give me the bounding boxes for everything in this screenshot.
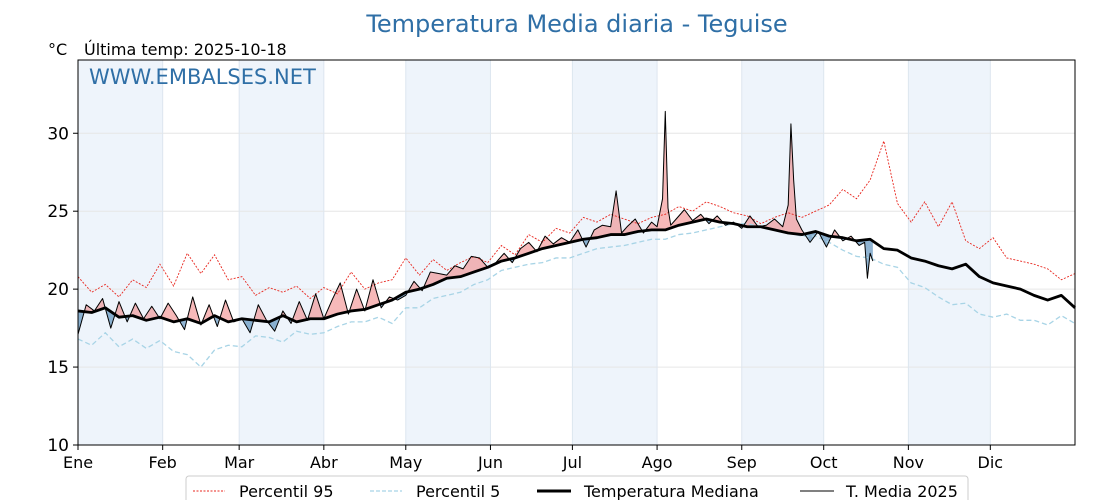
y-tick-label: 10 xyxy=(47,436,69,456)
last-temp-subtitle: Última temp: 2025-10-18 xyxy=(84,40,287,59)
anomaly-fill-above xyxy=(348,289,364,315)
anomaly-fill-above xyxy=(364,279,380,311)
legend-label-2025: T. Media 2025 xyxy=(845,482,958,500)
month-band xyxy=(405,60,491,445)
x-tick-label: Feb xyxy=(149,453,177,472)
legend-box xyxy=(185,475,969,500)
x-tick-label: Dic xyxy=(978,453,1004,472)
month-band xyxy=(78,60,163,445)
anomaly-fill-above xyxy=(187,296,200,323)
anomaly-fill-below xyxy=(241,318,253,333)
x-tick-label: Abr xyxy=(310,453,338,472)
month-band xyxy=(741,60,824,445)
plot-frame xyxy=(77,59,1076,446)
anomaly-fill-above xyxy=(83,298,104,315)
x-tick-label: Ago xyxy=(642,453,673,472)
y-unit-label: °C xyxy=(48,40,67,59)
legend-label-p95: Percentil 95 xyxy=(239,482,334,500)
x-tick-label: Jul xyxy=(562,453,582,472)
series-lines xyxy=(77,110,1076,369)
chart-title: Temperatura Media diaria - Teguise xyxy=(365,10,787,38)
anomaly-fill-above xyxy=(114,301,125,318)
y-axis: 10 15 20 25 30 xyxy=(47,124,78,456)
series-percentil-95 xyxy=(77,139,1076,300)
anomaly-fill-above xyxy=(159,303,180,322)
anomaly-fill-above xyxy=(422,253,509,291)
series-mediana xyxy=(77,217,1076,325)
y-tick-label: 15 xyxy=(47,358,69,378)
x-tick-label: Ene xyxy=(63,453,93,472)
month-band xyxy=(239,60,324,445)
x-tick-label: Nov xyxy=(893,453,924,472)
x-tick-label: Mar xyxy=(224,453,255,472)
month-bands xyxy=(78,60,991,445)
anomaly-fill-below xyxy=(266,316,281,332)
y-tick-label: 30 xyxy=(47,124,69,144)
series-2025 xyxy=(77,110,874,335)
legend-label-p5: Percentil 5 xyxy=(416,482,500,500)
anomaly-fill-above xyxy=(307,282,348,321)
y-tick-label: 20 xyxy=(47,280,69,300)
x-axis: Ene Feb Mar Abr May Jun Jul Ago Sep Oct Nov Dic xyxy=(63,445,1003,472)
x-tick-label: Jun xyxy=(477,453,503,472)
x-tick-label: Oct xyxy=(810,453,838,472)
x-tick-label: Sep xyxy=(727,453,757,472)
series-percentil-5 xyxy=(77,223,1076,369)
anomaly-fill-above xyxy=(252,304,267,324)
anomaly-fill-above xyxy=(218,300,233,323)
watermark: WWW.EMBALSES.NET xyxy=(89,65,316,89)
y-tick-label: 25 xyxy=(47,202,69,222)
anomaly-fill-above xyxy=(644,111,705,232)
month-band xyxy=(908,60,991,445)
x-tick-label: May xyxy=(389,453,422,472)
legend-label-median: Temperatura Mediana xyxy=(583,482,759,500)
anomaly-fill-above xyxy=(200,304,214,325)
anomaly-fill-below xyxy=(818,231,831,248)
legend: Percentil 95 Percentil 5 Temperatura Med… xyxy=(185,475,969,500)
anomaly-fill-above xyxy=(291,301,307,324)
